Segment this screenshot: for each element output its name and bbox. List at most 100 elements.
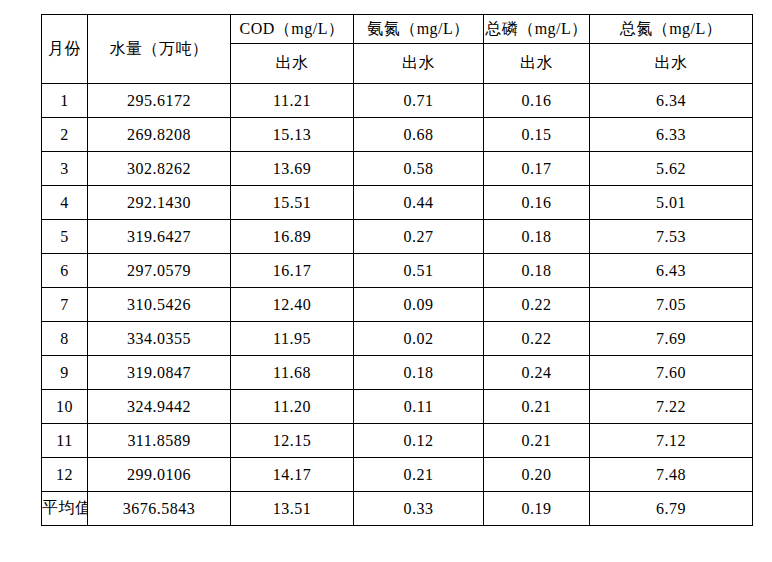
table-cell: 334.0355 [88,322,231,356]
table-cell: 0.22 [484,288,590,322]
table-cell: 4 [42,186,88,220]
table-cell: 12.15 [231,424,354,458]
table-cell: 0.68 [354,118,484,152]
table-cell: 7.05 [590,288,753,322]
table-cell: 0.71 [354,84,484,118]
table-cell: 11.95 [231,322,354,356]
table-cell: 平均值 [42,492,88,526]
table-cell: 292.1430 [88,186,231,220]
table-cell: 0.58 [354,152,484,186]
table-cell: 13.69 [231,152,354,186]
table-cell: 16.17 [231,254,354,288]
table-cell: 11.20 [231,390,354,424]
column-header-cod: COD（mg/L） [231,15,354,44]
table-cell: 6 [42,254,88,288]
table-cell: 7.12 [590,424,753,458]
table-row: 7310.542612.400.090.227.05 [42,288,753,322]
table-row: 11311.858912.150.120.217.12 [42,424,753,458]
table-cell: 13.51 [231,492,354,526]
table-cell: 0.17 [484,152,590,186]
table-cell: 5.62 [590,152,753,186]
column-header-water-volume: 水量（万吨） [88,15,231,84]
table-cell: 0.16 [484,186,590,220]
table-cell: 310.5426 [88,288,231,322]
table-cell: 0.19 [484,492,590,526]
table-cell: 5.01 [590,186,753,220]
table-cell: 0.21 [354,458,484,492]
subheader-cod-effluent: 出水 [231,44,354,84]
table-cell: 1 [42,84,88,118]
table-cell: 0.22 [484,322,590,356]
table-row: 6297.057916.170.510.186.43 [42,254,753,288]
table-cell: 2 [42,118,88,152]
table-cell: 11 [42,424,88,458]
table-cell: 0.18 [484,220,590,254]
table-cell: 15.51 [231,186,354,220]
table-cell: 12.40 [231,288,354,322]
table-row: 4292.143015.510.440.165.01 [42,186,753,220]
table-cell: 5 [42,220,88,254]
subheader-nitrogen-effluent: 出水 [590,44,753,84]
table-cell: 8 [42,322,88,356]
table-cell: 7.60 [590,356,753,390]
table-row: 9319.084711.680.180.247.60 [42,356,753,390]
table-cell: 7 [42,288,88,322]
table-cell: 6.79 [590,492,753,526]
table-cell: 3 [42,152,88,186]
table-body: 1295.617211.210.710.166.342269.820815.13… [42,84,753,526]
table-cell: 324.9442 [88,390,231,424]
table-row: 12299.010614.170.210.207.48 [42,458,753,492]
table-cell: 7.69 [590,322,753,356]
table-cell: 269.8208 [88,118,231,152]
header-row-main: 月份 水量（万吨） COD（mg/L） 氨氮（mg/L） 总磷（mg/L） 总氮… [42,15,753,44]
table-cell: 11.68 [231,356,354,390]
table-cell: 319.6427 [88,220,231,254]
table-cell: 0.33 [354,492,484,526]
table-cell: 0.18 [484,254,590,288]
water-quality-table: 月份 水量（万吨） COD（mg/L） 氨氮（mg/L） 总磷（mg/L） 总氮… [41,14,753,526]
table-cell: 6.43 [590,254,753,288]
column-header-ammonia-nitrogen: 氨氮（mg/L） [354,15,484,44]
table-row: 2269.820815.130.680.156.33 [42,118,753,152]
table-cell: 0.24 [484,356,590,390]
table-cell: 302.8262 [88,152,231,186]
table-row: 10324.944211.200.110.217.22 [42,390,753,424]
table-cell: 11.21 [231,84,354,118]
table-cell: 7.48 [590,458,753,492]
table-cell: 7.53 [590,220,753,254]
table-cell: 6.34 [590,84,753,118]
table-cell: 12 [42,458,88,492]
table-cell: 0.27 [354,220,484,254]
table-cell: 0.21 [484,424,590,458]
table-cell: 10 [42,390,88,424]
column-header-month: 月份 [42,15,88,84]
table-cell: 16.89 [231,220,354,254]
table-cell: 319.0847 [88,356,231,390]
table-row: 3302.826213.690.580.175.62 [42,152,753,186]
table-row: 8334.035511.950.020.227.69 [42,322,753,356]
table-cell: 297.0579 [88,254,231,288]
table-row: 1295.617211.210.710.166.34 [42,84,753,118]
table-cell: 9 [42,356,88,390]
table-cell: 0.18 [354,356,484,390]
table-cell: 0.11 [354,390,484,424]
table-cell: 7.22 [590,390,753,424]
table-cell: 6.33 [590,118,753,152]
table-cell: 15.13 [231,118,354,152]
table-cell: 299.0106 [88,458,231,492]
table-cell: 3676.5843 [88,492,231,526]
table-cell: 14.17 [231,458,354,492]
table-cell: 0.21 [484,390,590,424]
table-cell: 311.8589 [88,424,231,458]
table-cell: 0.12 [354,424,484,458]
table-cell: 0.15 [484,118,590,152]
table-cell: 0.20 [484,458,590,492]
subheader-phosphorus-effluent: 出水 [484,44,590,84]
table-cell: 0.02 [354,322,484,356]
table-cell: 295.6172 [88,84,231,118]
table-cell: 0.51 [354,254,484,288]
subheader-ammonia-effluent: 出水 [354,44,484,84]
column-header-total-nitrogen: 总氮（mg/L） [590,15,753,44]
table-cell: 0.16 [484,84,590,118]
table-row: 平均值3676.584313.510.330.196.79 [42,492,753,526]
